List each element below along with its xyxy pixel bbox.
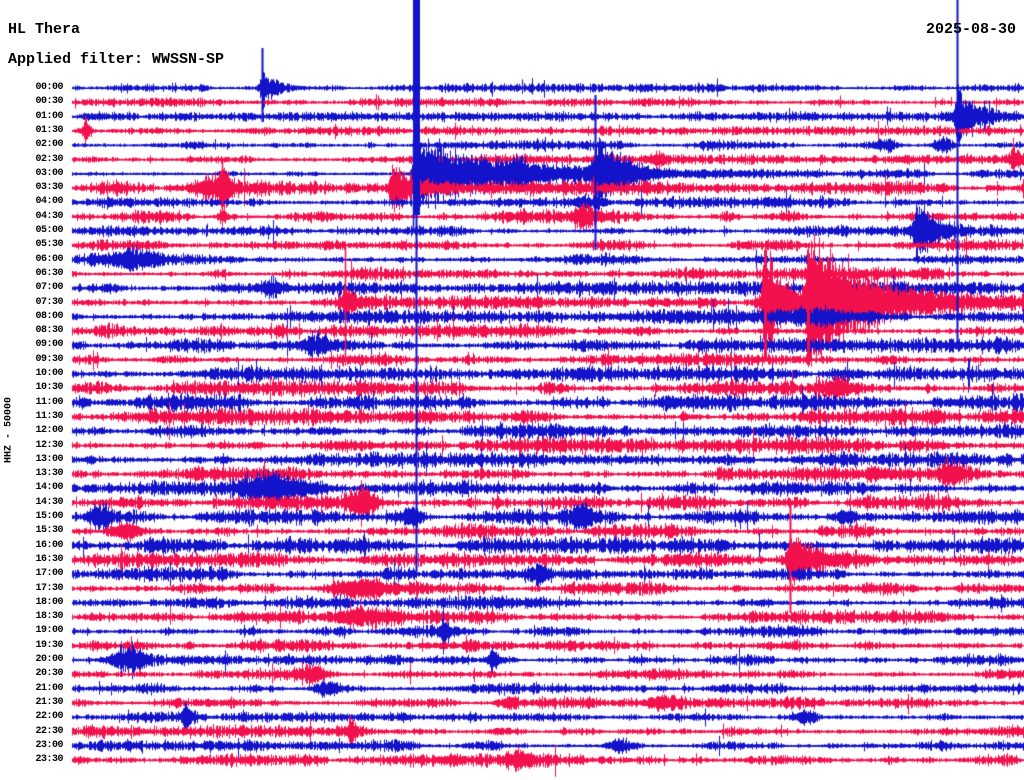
time-label: 15:00 — [35, 511, 63, 522]
time-label: 18:00 — [35, 596, 63, 608]
time-label: 09:30 — [35, 353, 63, 365]
time-label: 11:30 — [35, 410, 63, 422]
time-label: 01:30 — [35, 124, 63, 136]
time-label: 01:00 — [35, 110, 63, 122]
time-label: 03:30 — [35, 182, 63, 194]
time-label: 05:30 — [35, 239, 63, 251]
channel-scale-label: HHZ - 50000 — [3, 396, 15, 464]
time-label: 02:00 — [35, 139, 63, 151]
time-label: 17:30 — [35, 582, 63, 594]
time-label: 07:00 — [35, 282, 63, 294]
time-label: 21:00 — [35, 682, 63, 694]
time-label: 20:00 — [35, 654, 63, 665]
time-label: 13:00 — [35, 453, 63, 465]
station-title: HL Thera — [8, 21, 81, 38]
applied-filter-label: Applied filter: WWSSN-SP — [8, 51, 225, 68]
time-label: 23:30 — [35, 754, 63, 766]
time-label: 04:00 — [35, 196, 63, 208]
time-label: 08:30 — [35, 325, 63, 337]
time-label: 22:00 — [35, 711, 63, 723]
time-label: 12:30 — [35, 439, 63, 451]
time-label: 18:30 — [35, 611, 63, 623]
time-label: 06:30 — [35, 267, 63, 279]
time-label: 04:30 — [35, 210, 63, 222]
time-label: 14:30 — [35, 496, 63, 508]
time-label: 03:00 — [35, 167, 63, 179]
time-label: 05:00 — [35, 225, 63, 236]
time-label: 21:30 — [35, 696, 63, 708]
time-label: 22:30 — [35, 725, 63, 737]
time-label: 23:00 — [35, 739, 63, 751]
time-label: 16:30 — [35, 553, 63, 565]
time-label: 20:30 — [35, 668, 63, 680]
time-label: 12:00 — [35, 425, 63, 437]
time-label: 07:30 — [35, 296, 63, 308]
time-label: 10:00 — [35, 368, 63, 379]
time-label: 02:30 — [35, 153, 63, 165]
time-label: 06:00 — [35, 253, 63, 265]
date-label: 2025-08-30 — [925, 21, 1016, 38]
time-label: 11:00 — [35, 396, 63, 408]
time-label: 10:30 — [35, 382, 63, 394]
time-label: 08:00 — [35, 310, 63, 322]
time-label: 13:30 — [35, 468, 63, 480]
time-label: 00:00 — [35, 82, 63, 93]
time-label: 19:00 — [35, 625, 63, 637]
time-label: 00:30 — [35, 96, 63, 108]
time-label: 17:00 — [35, 568, 63, 580]
time-label: 14:00 — [35, 482, 63, 494]
time-label: 15:30 — [35, 525, 63, 537]
time-label: 19:30 — [35, 639, 63, 651]
time-label: 09:00 — [35, 339, 63, 351]
time-label: 16:00 — [35, 539, 63, 551]
